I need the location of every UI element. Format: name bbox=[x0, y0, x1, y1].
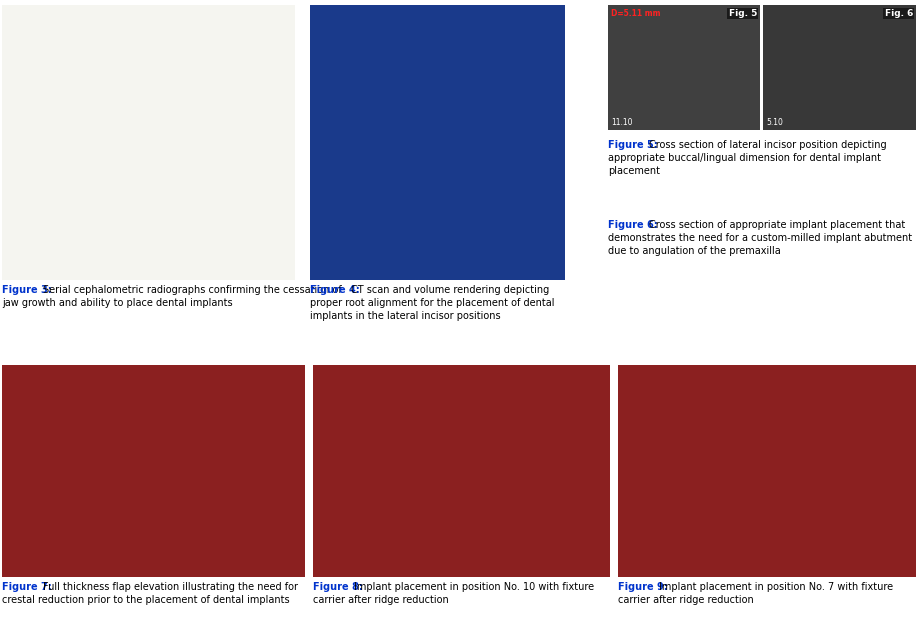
Text: Implant placement in position No. 7 with fixture: Implant placement in position No. 7 with… bbox=[659, 582, 893, 592]
Text: 5.10: 5.10 bbox=[766, 118, 783, 127]
Text: placement: placement bbox=[608, 166, 660, 176]
Text: D=5.11 mm: D=5.11 mm bbox=[611, 9, 661, 18]
Text: appropriate buccal/lingual dimension for dental implant: appropriate buccal/lingual dimension for… bbox=[608, 153, 881, 163]
Bar bbox=[618, 365, 916, 577]
Bar bbox=[608, 5, 760, 130]
Text: Full thickness flap elevation illustrating the need for: Full thickness flap elevation illustrati… bbox=[43, 582, 298, 592]
Text: Implant placement in position No. 10 with fixture: Implant placement in position No. 10 wit… bbox=[354, 582, 594, 592]
Text: implants in the lateral incisor positions: implants in the lateral incisor position… bbox=[310, 311, 501, 321]
Bar bbox=[2, 365, 305, 577]
Bar bbox=[310, 5, 565, 280]
Text: Figure 6:: Figure 6: bbox=[608, 220, 661, 230]
Text: crestal reduction prior to the placement of dental implants: crestal reduction prior to the placement… bbox=[2, 595, 289, 605]
Text: Serial cephalometric radiographs confirming the cessation of: Serial cephalometric radiographs confirm… bbox=[43, 285, 342, 295]
Text: 11.10: 11.10 bbox=[611, 118, 632, 127]
Text: Figure 8:: Figure 8: bbox=[313, 582, 367, 592]
Text: Figure 7:: Figure 7: bbox=[2, 582, 55, 592]
Text: Cross section of lateral incisor position depicting: Cross section of lateral incisor positio… bbox=[649, 140, 887, 150]
Bar bbox=[763, 5, 916, 130]
Text: proper root alignment for the placement of dental: proper root alignment for the placement … bbox=[310, 298, 554, 308]
Text: demonstrates the need for a custom-milled implant abutment: demonstrates the need for a custom-mille… bbox=[608, 233, 913, 243]
Bar bbox=[313, 365, 610, 577]
Text: Figure 5:: Figure 5: bbox=[608, 140, 661, 150]
Text: carrier after ridge reduction: carrier after ridge reduction bbox=[313, 595, 448, 605]
Text: carrier after ridge reduction: carrier after ridge reduction bbox=[618, 595, 754, 605]
Text: Figure 3:: Figure 3: bbox=[2, 285, 55, 295]
Text: Fig. 5: Fig. 5 bbox=[729, 9, 757, 18]
Text: Figure 9:: Figure 9: bbox=[618, 582, 671, 592]
Text: jaw growth and ability to place dental implants: jaw growth and ability to place dental i… bbox=[2, 298, 233, 308]
Text: Fig. 6: Fig. 6 bbox=[885, 9, 913, 18]
Text: Figure 4:: Figure 4: bbox=[310, 285, 363, 295]
Text: Cross section of appropriate implant placement that: Cross section of appropriate implant pla… bbox=[649, 220, 905, 230]
Text: CT scan and volume rendering depicting: CT scan and volume rendering depicting bbox=[351, 285, 550, 295]
Bar bbox=[2, 5, 295, 280]
Text: due to angulation of the premaxilla: due to angulation of the premaxilla bbox=[608, 246, 781, 256]
